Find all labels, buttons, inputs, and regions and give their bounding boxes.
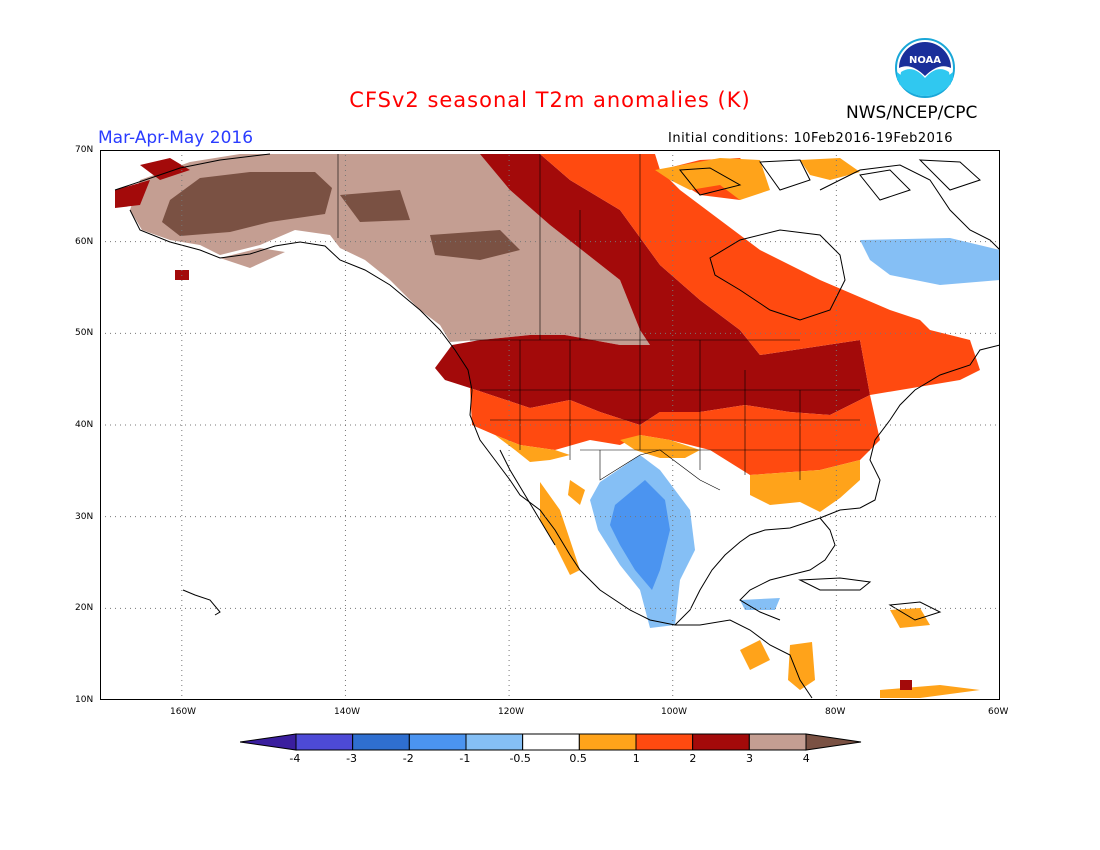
colorbar-swatch	[748, 733, 807, 751]
colorbar-swatch	[465, 733, 524, 751]
colorbar-label: 4	[802, 752, 810, 765]
lon-label: 80W	[825, 707, 846, 717]
colorbar-label: -0.5	[509, 752, 531, 765]
colorbar-swatch	[352, 733, 410, 751]
lat-label: 60N	[75, 237, 94, 247]
lon-label: 140W	[334, 707, 361, 717]
colorbar-swatch	[578, 733, 637, 751]
colorbar-label: -4	[289, 752, 301, 765]
colorbar-swatch-min	[240, 733, 297, 751]
noaa-logo: NOAA	[895, 38, 955, 98]
political-borders	[337, 154, 870, 491]
initial-conditions-label: Initial conditions: 10Feb2016-19Feb2016	[668, 131, 953, 146]
anomaly-region-western-canada	[330, 154, 650, 345]
colorbar-swatch	[408, 733, 467, 751]
anomaly-region-central-north	[140, 154, 870, 425]
lon-label: 100W	[661, 707, 688, 717]
lon-label: 120W	[498, 707, 525, 717]
chart-title: CFSv2 seasonal T2m anomalies (K)	[349, 88, 751, 112]
lat-label: 50N	[75, 328, 94, 338]
lat-label: 70N	[75, 145, 94, 155]
lat-label: 40N	[75, 420, 94, 430]
graticule	[100, 150, 1000, 700]
season-label: Mar-Apr-May 2016	[98, 128, 254, 148]
anomaly-region-mexico-cold	[590, 238, 1000, 628]
colorbar-label: -3	[346, 752, 358, 765]
colorbar-swatch	[295, 733, 354, 751]
colorbar-swatch	[522, 733, 580, 751]
colorbar-label: 1	[632, 752, 640, 765]
colorbar-label: 0.5	[569, 752, 587, 765]
lat-label: 20N	[75, 603, 94, 613]
agency-label: NWS/NCEP/CPC	[846, 103, 978, 123]
colorbar	[240, 733, 862, 751]
colorbar-swatch	[692, 733, 750, 751]
anomaly-map	[100, 150, 1000, 700]
lat-label: 10N	[75, 695, 94, 705]
colorbar-label: 3	[746, 752, 754, 765]
colorbar-label: 2	[689, 752, 697, 765]
logo-text: NOAA	[909, 55, 941, 66]
lat-label: 30N	[75, 512, 94, 522]
colorbar-label: -1	[459, 752, 471, 765]
coastlines	[114, 153, 1000, 699]
map-frame	[100, 150, 1000, 700]
colorbar-swatch-max	[805, 733, 862, 751]
colorbar-swatch	[635, 733, 694, 751]
colorbar-label: -2	[402, 752, 414, 765]
lon-label: 160W	[170, 707, 197, 717]
lon-label: 60W	[988, 707, 1009, 717]
